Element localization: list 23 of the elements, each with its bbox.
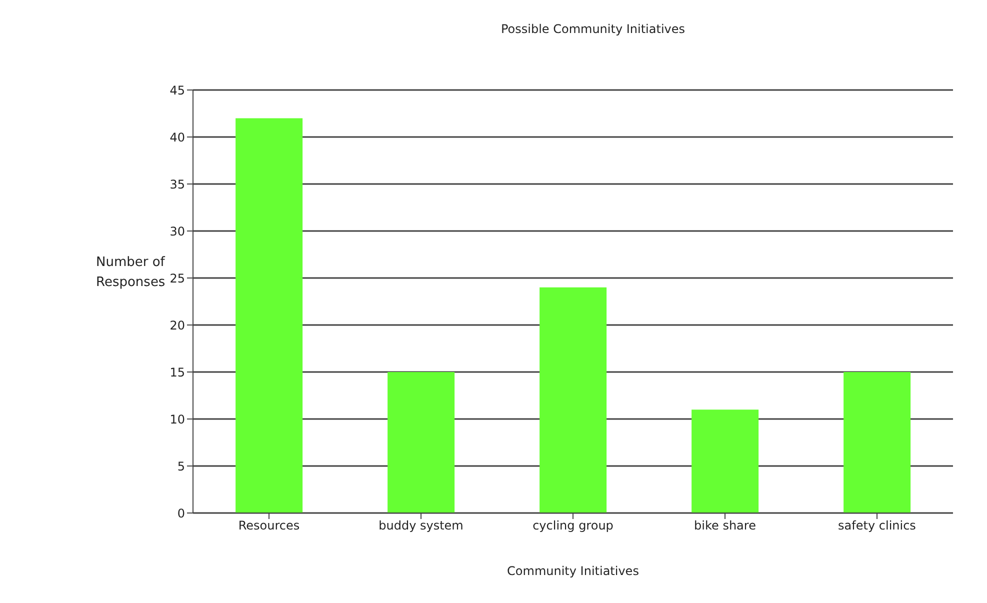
y-tick-label: 40 (170, 130, 185, 144)
x-tick-label: bike share (694, 518, 756, 533)
y-tick-label: 35 (170, 177, 185, 192)
x-tick-label: buddy system (378, 518, 464, 533)
bar (844, 372, 911, 513)
x-axis-title: Community Initiatives (507, 564, 639, 578)
x-tick-label: Resources (238, 518, 300, 533)
y-tick-label: 5 (177, 459, 185, 474)
y-tick-label: 30 (170, 224, 185, 238)
chart-title: Possible Community Initiatives (500, 22, 686, 36)
y-tick-label: 0 (177, 506, 185, 520)
bar (540, 287, 607, 513)
y-tick-label: 10 (170, 412, 185, 426)
y-tick-label: 15 (170, 365, 185, 380)
y-axis-title: Number of Responses (96, 255, 166, 290)
x-tick-label: safety clinics (838, 518, 916, 533)
y-tick-label: 25 (170, 271, 185, 286)
bar (692, 410, 759, 513)
y-tick-label: 45 (170, 83, 185, 98)
bar (236, 118, 303, 513)
x-tick-label: cycling group (532, 518, 614, 533)
bar (388, 372, 455, 513)
y-tick-label: 20 (170, 318, 185, 332)
